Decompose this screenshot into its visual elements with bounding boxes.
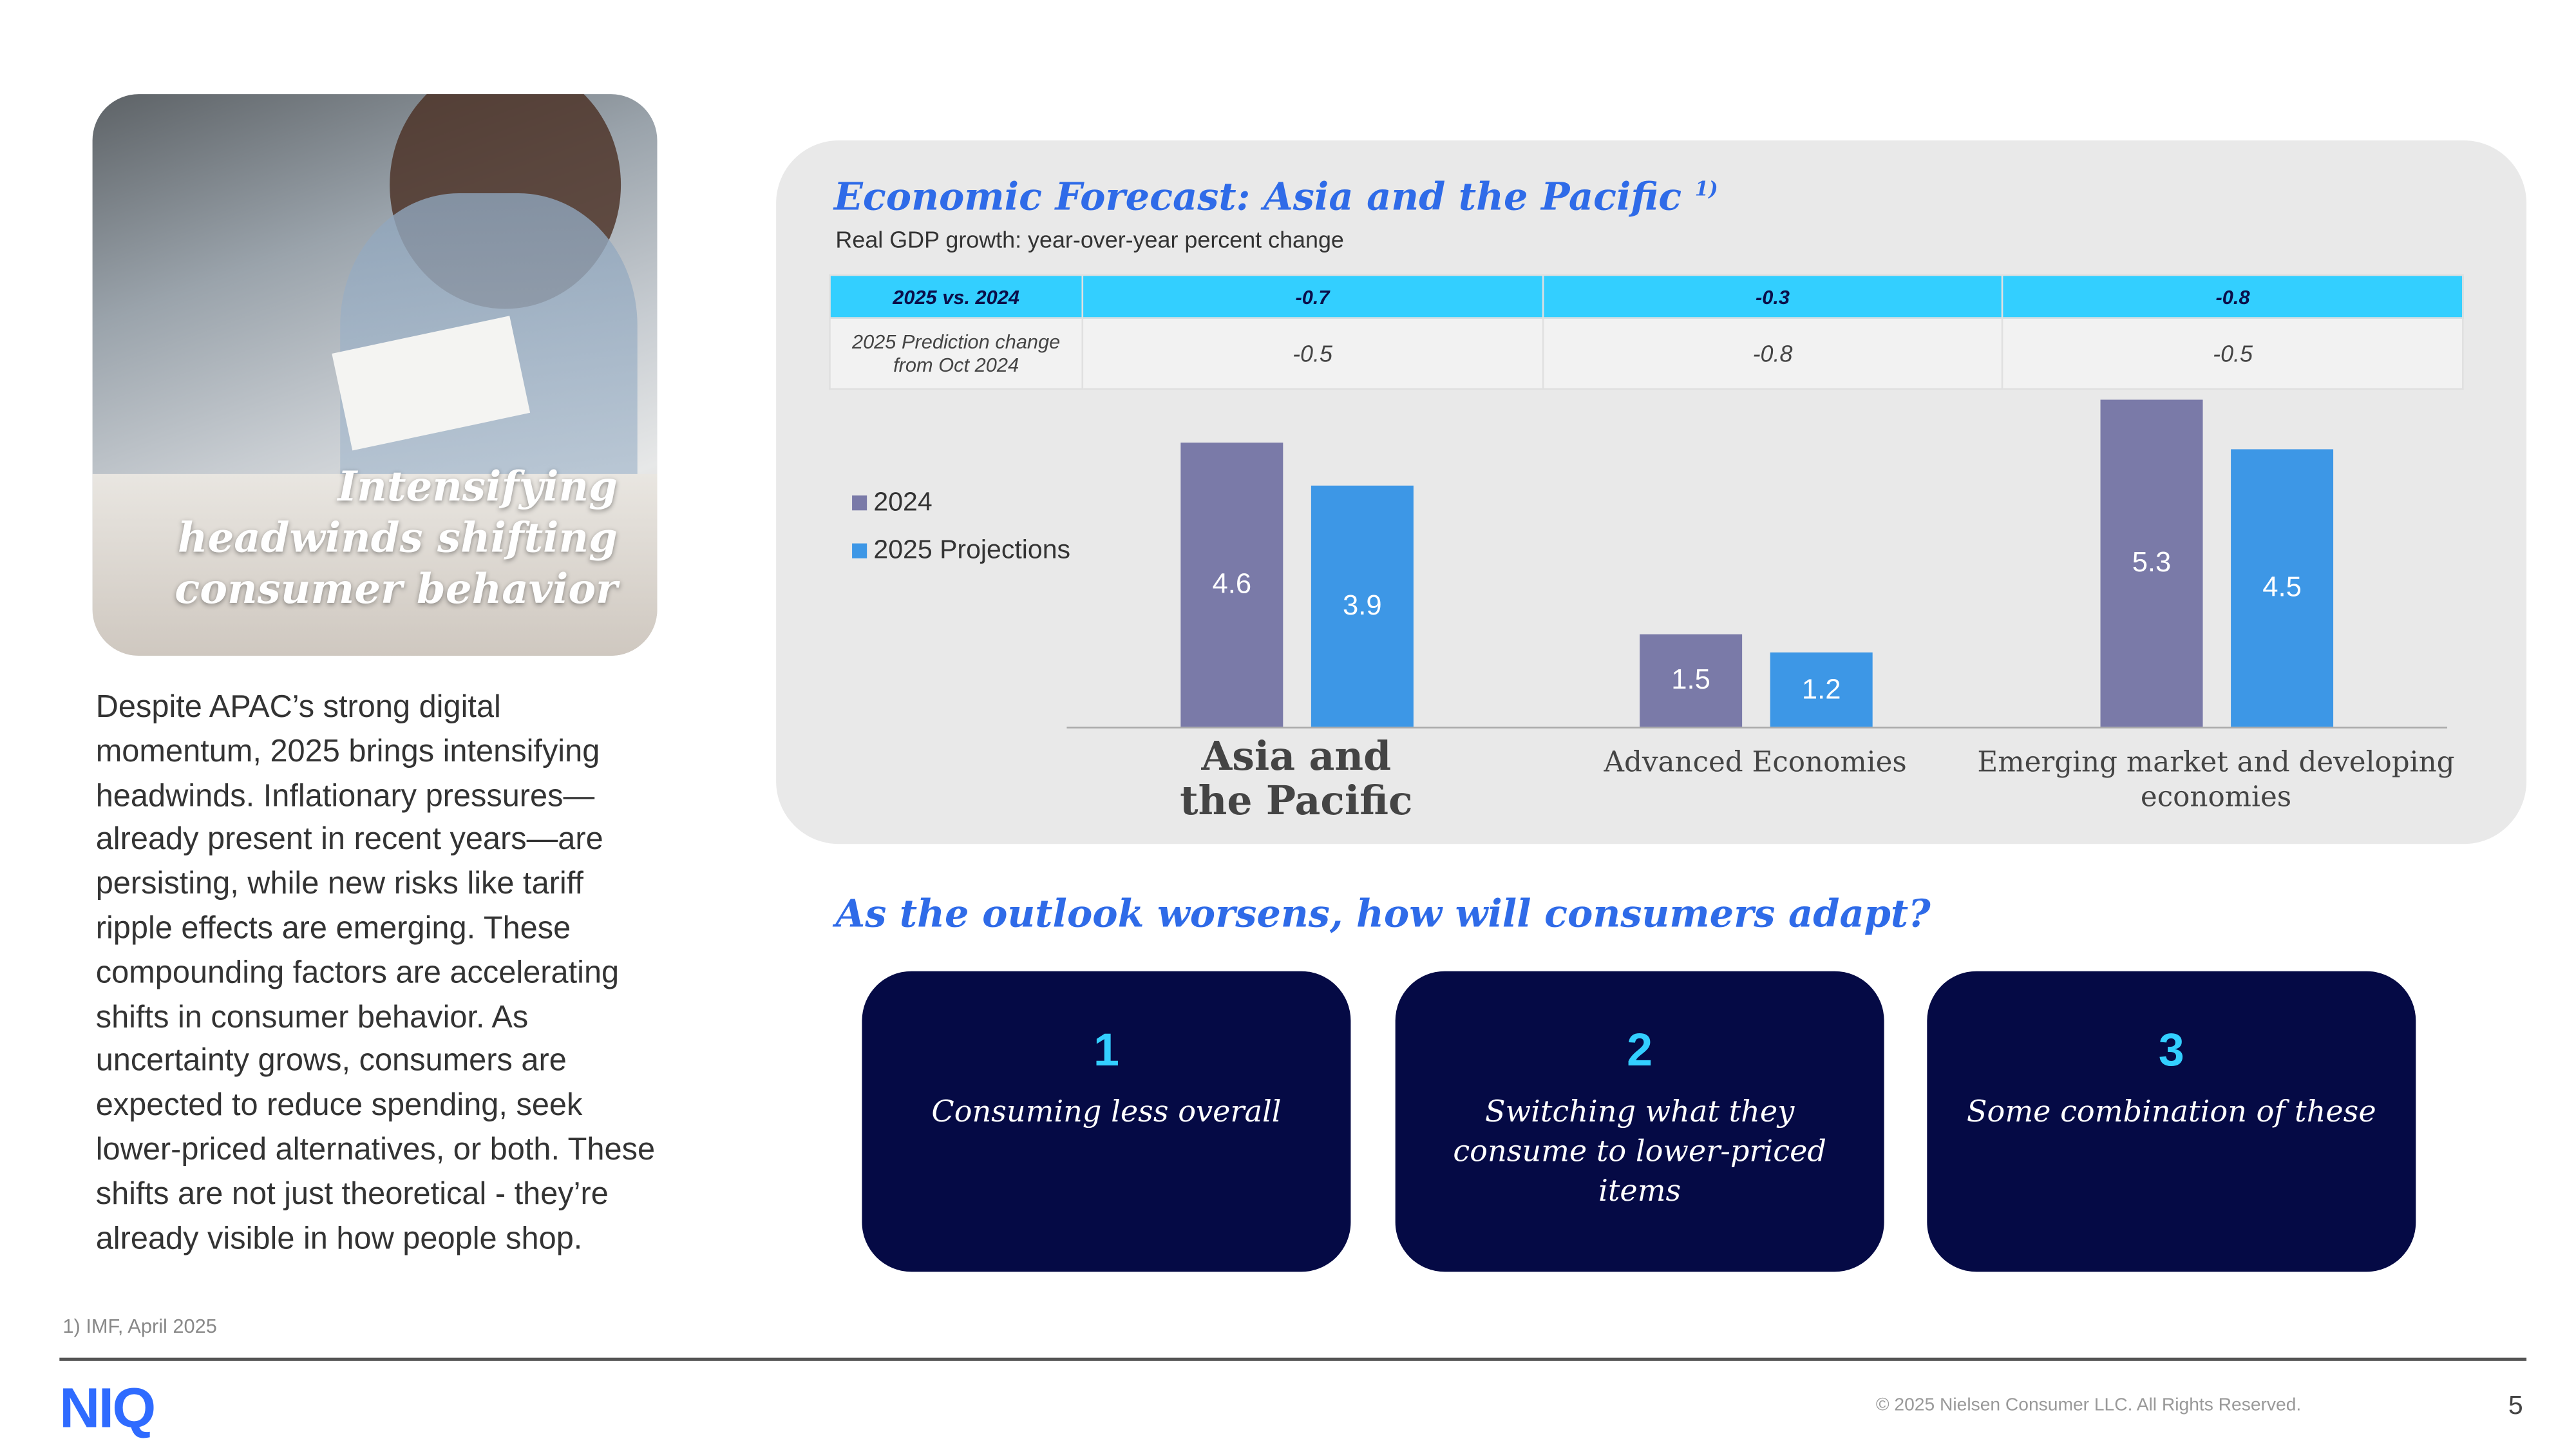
card-number: 3: [2158, 1024, 2184, 1076]
data-label: 1.2: [1801, 673, 1841, 705]
data-label: 4.5: [2262, 571, 2302, 603]
page-number: 5: [2508, 1392, 2523, 1421]
legend-swatch: [852, 495, 867, 511]
panel-title-text: Economic Forecast: Asia and the Pacific: [833, 175, 1682, 220]
card-text: Consuming less overall: [931, 1094, 1282, 1130]
category-label: Emerging market and developing economies: [1977, 746, 2455, 815]
table-cell: -0.5: [1081, 317, 1544, 390]
hero-title: Intensifying headwinds shifting consumer…: [175, 462, 618, 613]
data-label: 3.9: [1343, 589, 1382, 622]
legend-item: 2024: [852, 479, 1070, 527]
bar: [1770, 653, 1873, 727]
copyright: © 2025 Nielsen Consumer LLC. All Rights …: [1875, 1395, 2302, 1416]
row-label: 2025 Prediction change from Oct 2024: [829, 317, 1084, 390]
legend-label: 2024: [873, 488, 933, 517]
panel-subtitle: Real GDP growth: year-over-year percent …: [835, 226, 1344, 253]
bar: [2100, 399, 2203, 727]
category-label: Asia and the Pacific: [1180, 731, 1413, 825]
niq-logo: NIQ: [59, 1377, 156, 1440]
panel-title: Economic Forecast: Asia and the Pacific …: [834, 175, 1718, 220]
gdp-table: 2025 vs. 2024 -0.7 -0.3 -0.8 2025 Predic…: [829, 274, 2464, 390]
card-number: 1: [1093, 1024, 1119, 1076]
card-text: Some combination of these: [1966, 1094, 2376, 1130]
data-label: 1.5: [1671, 663, 1710, 696]
legend-item: 2025 Projections: [852, 527, 1070, 575]
x-axis: [1066, 727, 2447, 729]
option-card-1: 1 Consuming less overall: [862, 971, 1351, 1272]
body-text: Despite APAC’s strong digital momentum, …: [95, 690, 656, 1257]
footnote-ref: 1): [1694, 177, 1718, 201]
table-cell: -0.7: [1081, 274, 1544, 319]
option-card-2: 2 Switching what they consume to lower-pr…: [1395, 971, 1884, 1272]
table-row: 2025 Prediction change from Oct 2024 -0.…: [829, 317, 2464, 390]
table-cell: -0.3: [1541, 274, 2004, 319]
data-label: 5.3: [2132, 546, 2172, 578]
legend-swatch: [852, 543, 867, 558]
bar: [2231, 448, 2334, 727]
category-label: Advanced Economies: [1604, 746, 1907, 780]
bar: [1180, 443, 1283, 727]
card-text: Switching what they consume to lower-pri…: [1453, 1094, 1826, 1209]
question-heading: As the outlook worsens, how will consume…: [835, 892, 1931, 937]
option-card-3: 3 Some combination of these: [1927, 971, 2416, 1272]
hero-image: Intensifying headwinds shifting consumer…: [92, 94, 658, 656]
data-label: 4.6: [1212, 568, 1252, 600]
card-number: 2: [1627, 1024, 1653, 1076]
footnote: 1) IMF, April 2025: [62, 1315, 217, 1338]
table-cell: -0.8: [1541, 317, 2004, 390]
chart-legend: 2024 2025 Projections: [852, 479, 1070, 575]
bar: [1311, 486, 1414, 727]
table-row: 2025 vs. 2024 -0.7 -0.3 -0.8: [829, 274, 2464, 319]
table-cell: -0.5: [2002, 317, 2464, 390]
footer-divider: [59, 1357, 2527, 1361]
row-label: 2025 vs. 2024: [829, 274, 1084, 319]
legend-label: 2025 Projections: [873, 537, 1071, 565]
bar: [1640, 634, 1743, 727]
photo-decor: [92, 473, 658, 656]
table-cell: -0.8: [2002, 274, 2464, 319]
